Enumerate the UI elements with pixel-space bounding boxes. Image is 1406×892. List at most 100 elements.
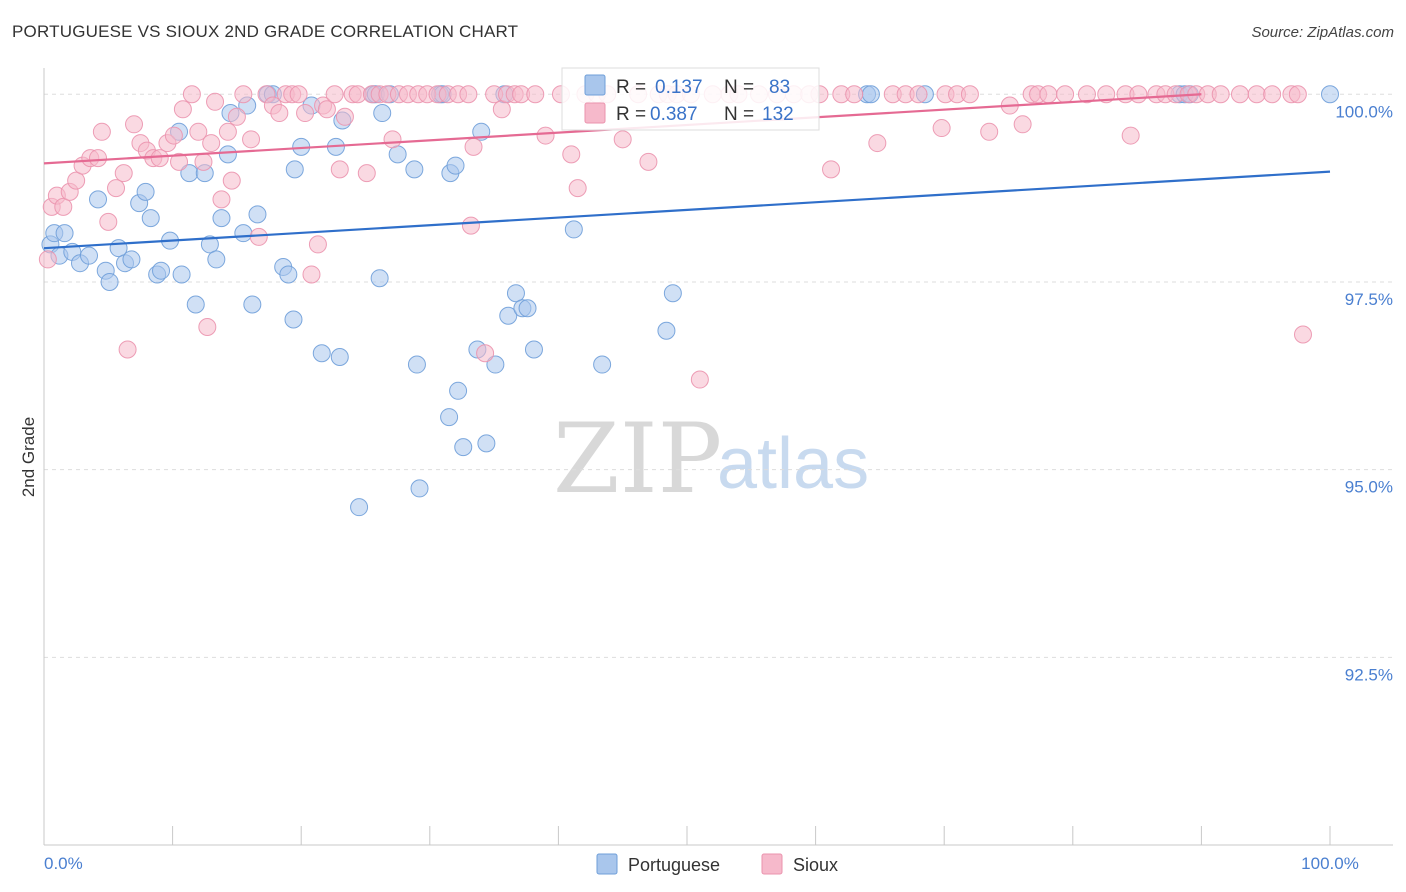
sioux-point xyxy=(464,137,483,156)
sioux-point xyxy=(202,134,221,153)
sioux-r-label: R = xyxy=(616,104,646,125)
sioux-point xyxy=(1129,85,1148,104)
sioux-point xyxy=(613,130,632,149)
sioux-point xyxy=(170,152,189,171)
sioux-point xyxy=(249,227,268,246)
portuguese-point xyxy=(657,321,676,340)
legend-label-portuguese: Portuguese xyxy=(628,855,720,875)
y-axis-label: 2nd Grade xyxy=(19,417,38,497)
sioux-point xyxy=(1247,85,1266,104)
portuguese-point xyxy=(499,306,518,325)
sioux-point xyxy=(206,92,225,111)
sioux-point xyxy=(568,179,587,198)
sioux-point xyxy=(194,152,213,171)
portuguese-point xyxy=(506,284,525,303)
sioux-point xyxy=(67,171,86,190)
sioux-point xyxy=(212,190,231,209)
portuguese-point xyxy=(410,479,429,498)
portuguese-point xyxy=(373,104,392,123)
portuguese-point xyxy=(861,85,880,104)
portuguese-point xyxy=(100,272,119,291)
sioux-point xyxy=(38,250,57,269)
x-tick-label: 100.0% xyxy=(1301,854,1359,873)
sioux-point xyxy=(335,107,354,126)
portuguese-point xyxy=(218,145,237,164)
sioux-point xyxy=(330,160,349,179)
sioux-point xyxy=(1056,85,1075,104)
portuguese-n-label: N = xyxy=(724,77,754,98)
sioux-point xyxy=(150,149,169,168)
portuguese-point xyxy=(186,295,205,314)
portuguese-point xyxy=(477,434,496,453)
sioux-points xyxy=(38,85,1312,389)
sioux-point xyxy=(1039,85,1058,104)
sioux-point xyxy=(92,122,111,141)
x-tick-labels: 0.0% 100.0% xyxy=(44,854,1359,873)
portuguese-r-value: 0.137 xyxy=(655,77,703,98)
sioux-point xyxy=(270,104,289,123)
watermark-atlas: atlas xyxy=(717,424,869,504)
sioux-point xyxy=(198,318,217,336)
sioux-point xyxy=(182,85,201,104)
sioux-point xyxy=(317,100,336,119)
portuguese-point xyxy=(350,498,369,517)
portuguese-point xyxy=(279,265,298,284)
sioux-stat-swatch xyxy=(584,102,606,124)
portuguese-stat-swatch xyxy=(584,74,606,96)
sioux-point xyxy=(1230,85,1249,104)
portuguese-point xyxy=(172,265,191,284)
portuguese-point xyxy=(564,220,583,239)
legend-swatch-sioux xyxy=(761,853,783,875)
portuguese-point xyxy=(388,145,407,164)
sioux-point xyxy=(99,212,118,231)
watermark-zip: ZIP xyxy=(553,403,722,515)
portuguese-point xyxy=(141,209,160,228)
sioux-n-label: N = xyxy=(724,104,754,125)
portuguese-point xyxy=(152,261,171,280)
sioux-point xyxy=(822,160,841,179)
sioux-point xyxy=(114,164,133,183)
y-tick-label: 92.5% xyxy=(1345,665,1393,684)
sioux-point xyxy=(173,100,192,119)
sioux-point xyxy=(639,152,658,171)
y-tick-label: 97.5% xyxy=(1345,290,1393,309)
sioux-point xyxy=(54,197,73,216)
sioux-point xyxy=(308,235,327,254)
portuguese-point xyxy=(89,190,108,209)
sioux-point xyxy=(1263,85,1282,104)
sioux-point xyxy=(960,85,979,104)
legend-label-sioux: Sioux xyxy=(793,855,838,875)
sioux-point xyxy=(222,171,241,190)
sioux-r-value: 0.387 xyxy=(650,104,698,125)
chart-title: PORTUGUESE VS SIOUX 2ND GRADE CORRELATIO… xyxy=(12,22,519,41)
portuguese-point xyxy=(593,355,612,374)
x-tick-label: 0.0% xyxy=(44,854,83,873)
sioux-point xyxy=(242,130,261,149)
sioux-point xyxy=(1013,115,1032,134)
sioux-point xyxy=(118,340,137,359)
sioux-point xyxy=(1211,85,1230,104)
portuguese-point xyxy=(663,284,682,303)
sioux-point xyxy=(125,115,144,134)
portuguese-point xyxy=(518,299,537,318)
sioux-point xyxy=(325,85,344,104)
portuguese-point xyxy=(243,295,262,314)
portuguese-point xyxy=(122,250,141,269)
portuguese-point xyxy=(80,246,99,265)
portuguese-point xyxy=(234,224,253,243)
portuguese-point xyxy=(407,355,426,374)
sioux-point xyxy=(526,85,545,104)
portuguese-point xyxy=(370,269,389,288)
sioux-point xyxy=(1077,85,1096,104)
portuguese-point xyxy=(284,310,303,329)
portuguese-point xyxy=(200,235,219,254)
sioux-point xyxy=(289,85,308,104)
sioux-point xyxy=(845,85,864,104)
portuguese-r-label: R = xyxy=(616,77,646,98)
sioux-point xyxy=(107,179,126,198)
legend-swatch-portuguese xyxy=(596,853,618,875)
sioux-point xyxy=(189,122,208,141)
sioux-point xyxy=(476,344,495,363)
portuguese-point xyxy=(405,160,424,179)
